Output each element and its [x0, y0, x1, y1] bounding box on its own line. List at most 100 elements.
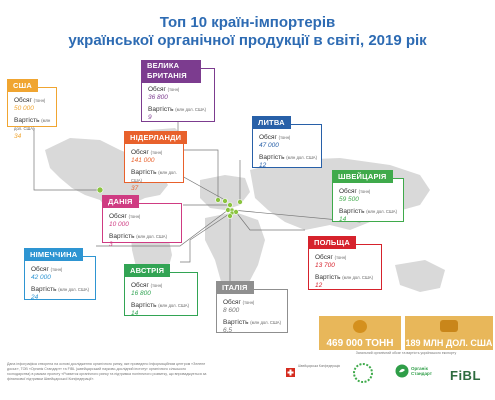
volume-label: Обсяг (тонн): [131, 282, 163, 289]
poland-volume: 13 700: [315, 262, 335, 269]
coins-icon: [440, 320, 458, 332]
connector-usa: [33, 128, 100, 191]
green-dossier-icon: [353, 363, 373, 383]
card-netherlands-body: Обсяг (тонн) 141 000 Вартість (млн дол. …: [131, 149, 179, 197]
card-switzerland-body: Обсяг (тонн) 59 500 Вартість (млн дол. С…: [339, 188, 399, 228]
usa-volume: 50 000: [14, 105, 34, 112]
lithuania-volume: 47 000: [259, 142, 279, 149]
card-netherlands: НІДЕРЛАНДИ Обсяг (тонн) 141 000 Вартість…: [124, 131, 188, 192]
value-label: Вартість (млн дол. США): [315, 274, 373, 281]
card-lithuania-header: ЛИТВА: [252, 116, 291, 129]
card-denmark: ДАНІЯ Обсяг (тонн) 10 000 Вартість (млн …: [102, 195, 182, 248]
value-label: Вартість (млн дол. США): [109, 233, 167, 240]
denmark-volume: 10 000: [109, 221, 129, 228]
germany-value: 24: [31, 294, 39, 301]
germany-volume: 42 000: [31, 274, 51, 281]
card-italy: ІТАЛІЯ Обсяг (тонн) 8 600 Вартість (млн …: [216, 281, 288, 334]
card-germany-body: Обсяг (тонн) 42 000 Вартість (млн дол. С…: [31, 266, 91, 306]
value-label: Вартість (млн дол. США): [31, 286, 89, 293]
value-label: Вартість (млн дол. США): [131, 302, 189, 309]
landmass-australia: [395, 260, 445, 292]
marker-lithuania: [237, 199, 243, 205]
swiss-logo: [286, 364, 295, 382]
card-austria-body: Обсяг (тонн) 16 800 Вартість (млн дол. С…: [131, 282, 193, 322]
card-uk-header: ВЕЛИКА БРИТАНІЯ: [141, 60, 201, 83]
marker-uk: [215, 197, 221, 203]
connector-germany: [96, 209, 229, 247]
card-uk-body: Обсяг (тонн) 36 800 Вартість (млн дол. С…: [148, 86, 210, 126]
value-label: Вартість (млн дол. США): [14, 117, 51, 131]
country-markers: [96, 186, 243, 219]
totals-caption: Загальний органічний обсяг та вартість у…: [355, 351, 457, 355]
netherlands-volume: 141 000: [131, 157, 155, 164]
card-usa: США Обсяг (тонн) 50 000 Вартість (млн до…: [7, 79, 57, 140]
total-volume: 469 000 ТОНН: [326, 338, 394, 349]
value-label: Вартість (млн дол. США): [259, 154, 317, 161]
card-lithuania-body: Обсяг (тонн) 47 000 Вартість (млн дол. С…: [259, 134, 317, 174]
netherlands-value: 37: [131, 185, 139, 192]
uk-value: 9: [148, 114, 152, 121]
card-usa-header: США: [7, 79, 38, 92]
card-usa-body: Обсяг (тонн) 50 000 Вартість (млн дол. С…: [14, 97, 52, 145]
card-germany: НІМЕЧЧИНА Обсяг (тонн) 42 000 Вартість (…: [24, 248, 96, 301]
organic-standard-icon: [395, 364, 409, 378]
card-poland-body: Обсяг (тонн) 13 700 Вартість (млн дол. С…: [315, 254, 377, 294]
volume-label: Обсяг (тонн): [223, 299, 255, 306]
italy-volume: 8 600: [223, 307, 240, 314]
marker-denmark: [227, 202, 233, 208]
green-dossier-logo: [352, 362, 374, 389]
card-uk: ВЕЛИКА БРИТАНІЯ Обсяг (тонн) 36 800 Варт…: [141, 60, 215, 122]
value-label: Вартість (млн дол. США): [148, 106, 206, 113]
footer-text: Дана інфографіка створена на основі досл…: [7, 362, 207, 381]
card-lithuania: ЛИТВА Обсяг (тонн) 47 000 Вартість (млн …: [252, 116, 322, 169]
lithuania-value: 12: [259, 162, 267, 169]
denmark-value: 3: [109, 241, 113, 248]
money-bag-icon: [353, 320, 367, 333]
title-line-1: Топ 10 країн-імпортерів: [159, 14, 336, 31]
italy-value: 6,5: [223, 327, 233, 334]
volume-label: Обсяг (тонн): [14, 97, 46, 104]
uk-volume: 36 800: [148, 94, 168, 101]
volume-label: Обсяг (тонн): [259, 134, 291, 141]
volume-label: Обсяг (тонн): [131, 149, 163, 156]
card-italy-body: Обсяг (тонн) 8 600 Вартість (млн дол. СШ…: [223, 299, 283, 339]
card-poland-header: ПОЛЬЩА: [308, 236, 356, 249]
volume-label: Обсяг (тонн): [109, 213, 141, 220]
volume-label: Обсяг (тонн): [315, 254, 347, 261]
austria-value: 14: [131, 310, 139, 317]
value-label: Вартість (млн дол. США): [339, 208, 397, 215]
connector-poland: [235, 211, 305, 231]
card-denmark-header: ДАНІЯ: [102, 195, 139, 208]
card-denmark-body: Обсяг (тонн) 10 000 Вартість (млн дол. С…: [109, 213, 177, 253]
swiss-cross-icon: [286, 368, 295, 377]
switzerland-volume: 59 500: [339, 196, 359, 203]
card-switzerland: ШВЕЙЦАРІЯ Обсяг (тонн) 59 500 Вартість (…: [332, 170, 404, 223]
total-value-box: 189 МЛН ДОЛ. США: [405, 316, 493, 350]
volume-label: Обсяг (тонн): [339, 188, 371, 195]
marker-poland: [233, 209, 239, 215]
card-switzerland-header: ШВЕЙЦАРІЯ: [332, 170, 393, 183]
marker-italy: [227, 213, 233, 219]
value-label: Вартість (млн дол. США): [131, 169, 177, 183]
card-poland: ПОЛЬЩА Обсяг (тонн) 13 700 Вартість (млн…: [308, 236, 382, 290]
usa-value: 34: [14, 133, 22, 140]
card-austria-header: АВСТРІЯ: [124, 264, 171, 277]
fibl-logo: FiBL: [450, 368, 481, 383]
title-line-2: української органічної продукції в світі…: [68, 32, 427, 49]
total-value: 189 МЛН ДОЛ. США: [405, 338, 493, 348]
connector-austria: [180, 211, 233, 263]
swiss-text: Швейцарська Конфедерація: [298, 364, 341, 368]
switzerland-value: 14: [339, 216, 347, 223]
card-netherlands-header: НІДЕРЛАНДИ: [124, 131, 188, 144]
volume-label: Обсяг (тонн): [148, 86, 180, 93]
card-italy-header: ІТАЛІЯ: [216, 281, 254, 294]
marker-netherlands: [222, 198, 228, 204]
marker-usa: [96, 186, 104, 194]
landmass-africa: [205, 212, 265, 300]
organic-standard-logo: [395, 364, 409, 383]
volume-label: Обсяг (тонн): [31, 266, 63, 273]
value-label: Вартість (млн дол. США): [223, 319, 281, 326]
austria-volume: 16 800: [131, 290, 151, 297]
total-volume-box: 469 000 ТОНН: [319, 316, 401, 350]
